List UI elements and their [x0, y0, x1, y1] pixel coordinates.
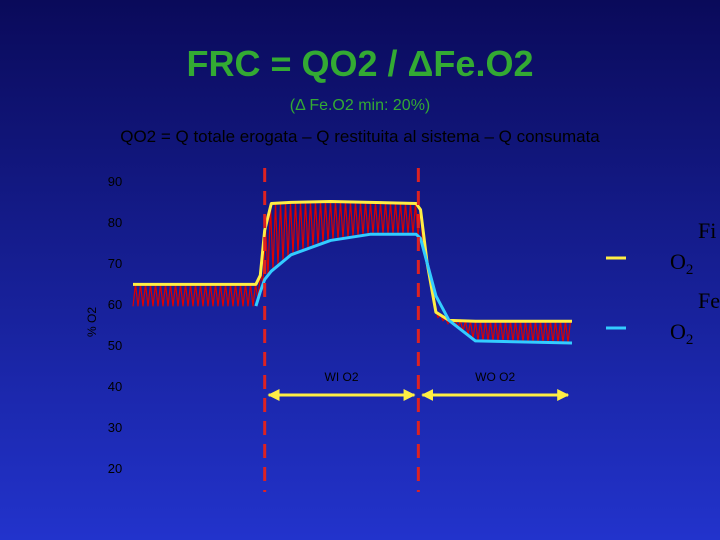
subtitle: (Δ Fe.O2 min: 20%) — [290, 97, 431, 114]
y-tick-label: 60 — [108, 297, 122, 312]
phase-label: WI O2 — [325, 370, 359, 384]
phase-label: WO O2 — [475, 370, 515, 384]
legend-label: Fe O2 — [670, 288, 720, 348]
series-line — [133, 200, 572, 323]
y-axis-label: % O2 — [85, 307, 99, 337]
y-tick-label: 50 — [108, 338, 122, 353]
y-tick-label: 30 — [108, 420, 122, 435]
title: FRC = QO2 / ΔFe.O2 — [187, 43, 534, 84]
legend-label: Fi O2 — [670, 218, 716, 278]
series-line — [254, 232, 573, 345]
y-tick-label: 90 — [108, 174, 122, 189]
y-tick-label: 80 — [108, 215, 122, 230]
formula: QO2 = Q totale erogata – Q restituita al… — [120, 127, 600, 146]
y-tick-label: 20 — [108, 461, 122, 476]
plot: 20 30 40 50 60 70 80 90 WI O2 WO O2 Fi O2 Fe O2 — [108, 168, 720, 492]
breath-oscillation — [132, 201, 572, 343]
y-tick-label: 70 — [108, 256, 122, 271]
y-tick-label: 40 — [108, 379, 122, 394]
